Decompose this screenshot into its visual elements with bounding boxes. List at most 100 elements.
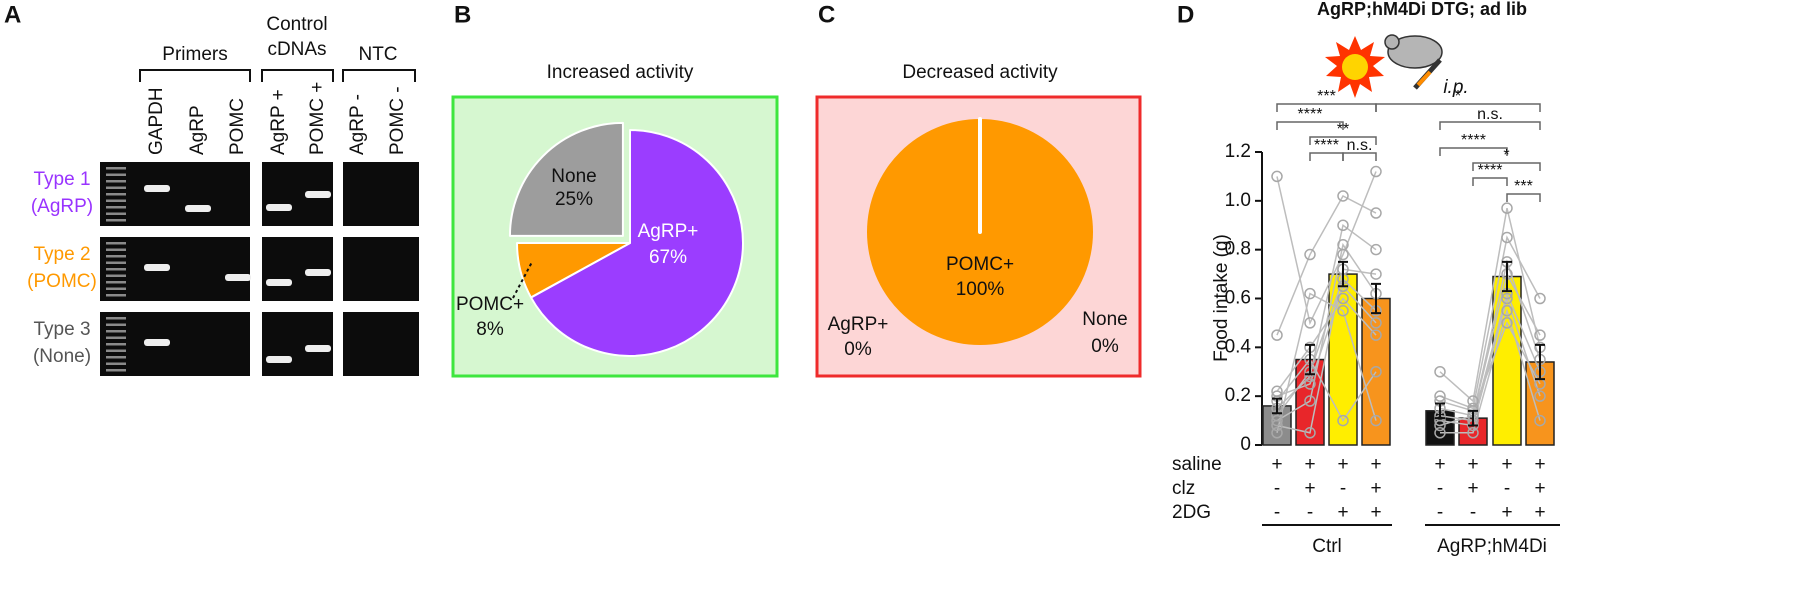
subject-point	[1271, 427, 1283, 439]
slice-value: 25%	[555, 189, 593, 210]
ladder-band	[106, 206, 126, 209]
significance-label: *	[1503, 147, 1509, 164]
gel-block	[343, 162, 419, 226]
subject-point	[1370, 366, 1382, 378]
treatment-mark: +	[1370, 502, 1381, 523]
subject-point	[1337, 304, 1349, 317]
subject-point	[1434, 419, 1446, 432]
gel-band	[305, 269, 331, 276]
treatment-mark: +	[1534, 502, 1545, 523]
row-name: Type 1	[33, 169, 90, 190]
error-bar	[1535, 343, 1545, 381]
ladder-band	[106, 199, 126, 202]
gel-band	[305, 191, 331, 198]
chart-title: Increased activity	[547, 62, 694, 83]
subject-point	[1501, 304, 1513, 317]
lane-label: GAPDH	[146, 87, 167, 155]
subject-line	[1439, 295, 1541, 427]
subject-point	[1501, 231, 1513, 244]
leader-line	[512, 261, 533, 299]
panel-letter: D	[1177, 1, 1194, 28]
significance-label: *	[1455, 88, 1461, 105]
annotation: i.p.	[1443, 77, 1468, 98]
subject-point	[1370, 414, 1382, 427]
significance-bracket	[1375, 103, 1541, 112]
chart-title: AgRP;hM4Di DTG; ad lib	[1317, 0, 1527, 19]
subject-point	[1434, 390, 1446, 402]
error-bar	[1272, 397, 1282, 415]
subject-line	[1440, 308, 1541, 434]
treatment-mark: -	[1437, 502, 1443, 523]
significance-label: ****	[1298, 106, 1323, 123]
subject-point	[1534, 329, 1546, 341]
ladder-band	[106, 274, 126, 277]
treatment-mark: -	[1274, 502, 1280, 523]
treatment-mark: +	[1337, 454, 1348, 475]
treatment-mark: +	[1304, 454, 1315, 475]
slice-value: 0%	[1091, 336, 1119, 357]
subject-point	[1337, 190, 1349, 202]
column-group-label: cDNAs	[267, 39, 326, 60]
pie-slice	[508, 121, 624, 237]
error-bar	[1305, 343, 1315, 376]
slice-label: AgRP+	[638, 221, 699, 242]
subject-line	[1276, 223, 1377, 409]
panel-letter: C	[818, 1, 835, 28]
subject-point	[1501, 202, 1513, 214]
significance-label: ****	[1314, 137, 1339, 154]
slice-label: AgRP+	[828, 314, 889, 335]
subject-line	[1439, 207, 1541, 403]
slice-label: POMC+	[456, 294, 524, 315]
subject-point	[1271, 170, 1283, 183]
column-group-label: Primers	[162, 44, 227, 65]
error-bar	[1435, 402, 1445, 420]
group-bracket	[342, 69, 416, 82]
ladder-band	[106, 255, 126, 258]
subject-point	[1370, 329, 1382, 341]
y-axis-label: Food intake (g)	[1211, 234, 1232, 362]
row-name: Type 2	[33, 244, 90, 265]
column-group-label: Control	[266, 14, 327, 35]
slice-value: 8%	[476, 319, 504, 340]
treatment-mark: -	[1470, 502, 1476, 523]
y-tick-label: 0.4	[1225, 336, 1252, 357]
slice-value: 100%	[956, 279, 1005, 300]
ladder-band	[106, 268, 126, 271]
significance-bracket	[1342, 152, 1377, 161]
subject-point	[1370, 268, 1382, 280]
error-bar	[1371, 282, 1381, 315]
subject-line	[1439, 321, 1541, 412]
treatment-mark: +	[1534, 478, 1545, 499]
significance-label: n.s.	[1347, 137, 1373, 154]
group-bracket	[139, 69, 251, 82]
gel-block	[262, 312, 333, 376]
ladder-band	[106, 281, 126, 284]
treatment-mark: -	[1437, 478, 1443, 499]
subject-line	[1276, 358, 1377, 423]
subject-line	[1276, 171, 1377, 326]
gel-band	[144, 339, 170, 346]
treatment-mark: +	[1304, 478, 1315, 499]
subject-line	[1276, 297, 1377, 392]
lane-label: POMC +	[307, 82, 328, 155]
ladder-band	[106, 219, 126, 222]
subject-point	[1304, 378, 1316, 390]
significance-bracket	[1472, 177, 1508, 186]
y-tick-label: 1.0	[1225, 190, 1251, 211]
treatment-mark: +	[1370, 478, 1381, 499]
row-type: (POMC)	[27, 271, 97, 292]
subject-point	[1501, 317, 1513, 329]
ladder-band	[106, 167, 126, 170]
gel-band	[225, 274, 251, 281]
ladder-band	[106, 173, 126, 176]
ladder-band	[106, 180, 126, 183]
subject-point	[1337, 292, 1349, 305]
lane-label: POMC -	[387, 86, 408, 155]
subject-line	[1276, 292, 1377, 433]
significance-label: ***	[1317, 88, 1336, 105]
significance-bracket	[1439, 121, 1541, 130]
row-type: (None)	[33, 346, 91, 367]
group-bracket	[261, 69, 334, 82]
